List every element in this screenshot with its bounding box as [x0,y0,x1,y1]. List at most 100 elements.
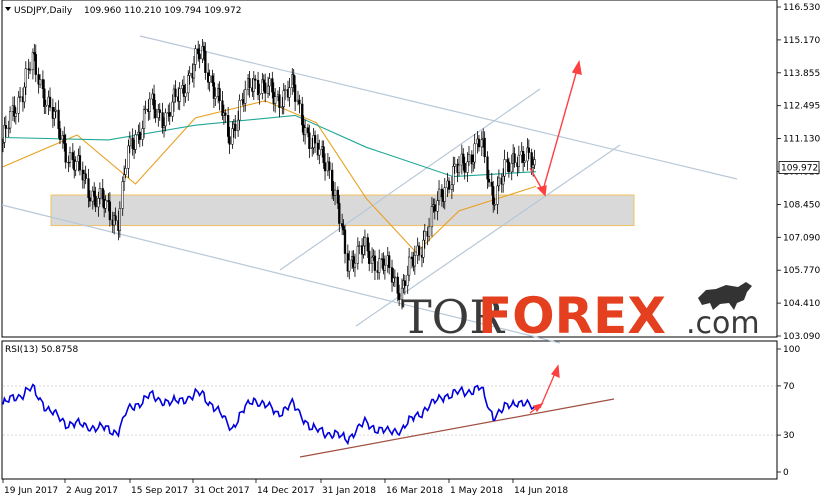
time-tick-label: 16 Mar 2018 [386,486,443,496]
candle-body [447,180,451,190]
candle-body [211,75,214,83]
candle-body [531,164,535,168]
candle-body [306,127,310,134]
candle-body [530,152,533,168]
candle-body [473,143,476,163]
forecast-up-arrowhead [571,60,582,75]
candle-body [3,125,6,143]
candle-body [108,201,112,221]
candle-body [433,204,436,212]
candle-body [178,88,181,102]
candle-body [343,229,347,254]
candle-body [121,181,124,209]
rsi-tick-label: 70 [783,382,795,392]
time-tick-label: 31 Oct 2017 [194,486,250,496]
candle-body [252,78,255,92]
rsi-line [2,383,536,446]
candle-body [158,109,161,113]
price-panel[interactable] [1,0,778,338]
candle-body [506,159,509,163]
price-tick-label: 105.770 [783,266,820,276]
candle-body [470,154,473,165]
candle-body [322,146,325,164]
candle-body [521,150,525,163]
candle-body [24,68,27,88]
candle-body [463,162,466,173]
candle-body [98,188,102,199]
candles [1,38,536,310]
channel-lines [1,35,738,344]
candle-body [356,245,359,264]
candle-body [331,169,334,191]
candle-body [271,78,274,93]
candle-body [161,112,164,128]
candle-body [292,74,295,86]
candle-body [28,69,32,71]
time-tick-label: 14 Dec 2017 [257,486,315,496]
candle-body [4,125,7,129]
candle-body [218,88,221,102]
candle-body [366,237,369,252]
candle-body [138,131,141,140]
candle-body [261,79,264,94]
candle-body [303,127,307,136]
candle-body [107,200,110,203]
candle-body [238,100,241,121]
candle-body [363,237,367,247]
candle-body [398,293,401,300]
watermark-forex: FOREX [478,287,666,345]
candle-body [453,163,456,167]
rsi-level-lines [3,385,776,436]
header-dropdown-icon[interactable] [5,7,11,11]
candle-body [244,89,247,104]
candle-body [188,72,191,76]
candle-body [38,79,42,85]
rsi-up-arrowhead [550,364,560,379]
price-tick-label: 107.090 [783,233,820,243]
ascending-channel-top-line [279,88,541,271]
candle-body [328,161,331,171]
candle-body [282,90,285,107]
candle-body [467,154,471,163]
candle-body [54,109,57,112]
candle-body [510,162,513,173]
rsi-panel[interactable] [1,340,778,480]
candle-body [93,190,96,197]
price-tick-label: 103.090 [783,332,820,342]
candle-body [184,92,187,97]
candle-body [64,143,67,163]
rsi-up-arrow-line [539,370,557,409]
candle-body [198,53,201,60]
candle-body [353,262,357,268]
rsi-forecast-arrows [529,364,560,414]
candle-body [67,161,70,164]
candle-body [68,152,72,163]
rsi-title: RSI(13) 50.8758 [5,345,78,355]
candle-body [422,239,425,258]
candle-body [208,75,211,83]
candle-body [144,108,147,111]
candle-body [301,103,304,126]
candle-body [168,112,171,117]
candle-body [104,200,107,209]
rsi-down-arrowhead [532,402,544,413]
price-tick-label: 111.130 [783,135,820,145]
candle-body [224,112,227,116]
candle-body [533,159,536,166]
candle-body [236,119,240,131]
candle-body [234,123,237,131]
candle-body [43,88,46,107]
moving-average-fast [2,100,537,254]
candle-body [390,267,394,283]
current-price-label: 109.972 [781,164,818,174]
candle-body [492,186,495,205]
candle-body [13,105,16,117]
candle-body [88,197,92,202]
candle-body [254,78,257,81]
time-axis: 19 Jun 2017 2 Aug 2017 15 Sep 2017 31 Oct 2… [2,478,777,496]
candle-body [483,137,486,158]
candle-body [84,173,87,179]
candle-body [264,82,267,94]
candle-body [87,178,90,198]
